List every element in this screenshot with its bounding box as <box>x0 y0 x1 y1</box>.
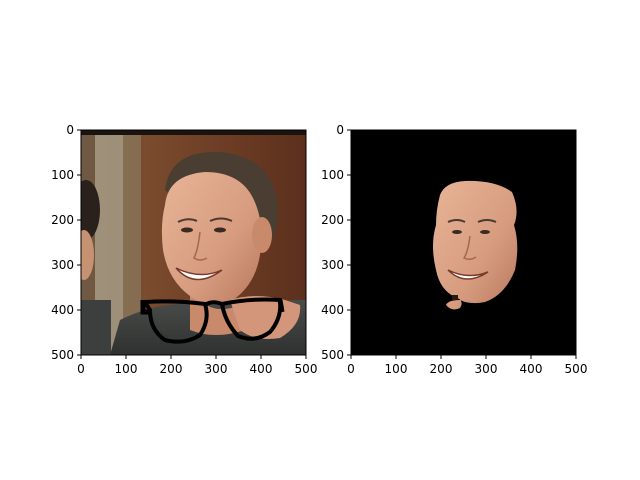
right-y-tick-label: 0 <box>336 123 344 137</box>
left-axes-frame <box>80 129 307 356</box>
left-x-tick-label: 500 <box>295 362 318 376</box>
left-image <box>81 130 306 355</box>
right-x-tick-label: 0 <box>347 362 355 376</box>
right-x-tick-label: 300 <box>475 362 498 376</box>
right-y-tick-label: 300 <box>321 258 344 272</box>
left-x-tick-label: 300 <box>205 362 228 376</box>
right-y-tick-label: 100 <box>321 168 344 182</box>
left-x-tick-label: 0 <box>77 362 85 376</box>
eyeglasses-overlay <box>140 297 285 344</box>
right-y-tick-label: 200 <box>321 213 344 227</box>
left-y-tick-label: 200 <box>51 213 74 227</box>
right-x-tick-label: 100 <box>385 362 408 376</box>
right-y-tick-label: 500 <box>321 348 344 362</box>
left-x-tick-label: 100 <box>115 362 138 376</box>
left-y-tick-label: 400 <box>51 303 74 317</box>
left-y-tick-label: 100 <box>51 168 74 182</box>
right-x-tick-label: 500 <box>565 362 588 376</box>
right-x-tick-label: 200 <box>430 362 453 376</box>
right-axes-frame <box>350 129 577 356</box>
right-image <box>351 130 576 355</box>
left-x-tick-label: 200 <box>160 362 183 376</box>
right-x-tick-label: 400 <box>520 362 543 376</box>
left-y-tick-label: 500 <box>51 348 74 362</box>
right-y-tick-label: 400 <box>321 303 344 317</box>
left-y-tick-label: 300 <box>51 258 74 272</box>
left-y-tick-label: 0 <box>66 123 74 137</box>
left-x-tick-label: 400 <box>250 362 273 376</box>
